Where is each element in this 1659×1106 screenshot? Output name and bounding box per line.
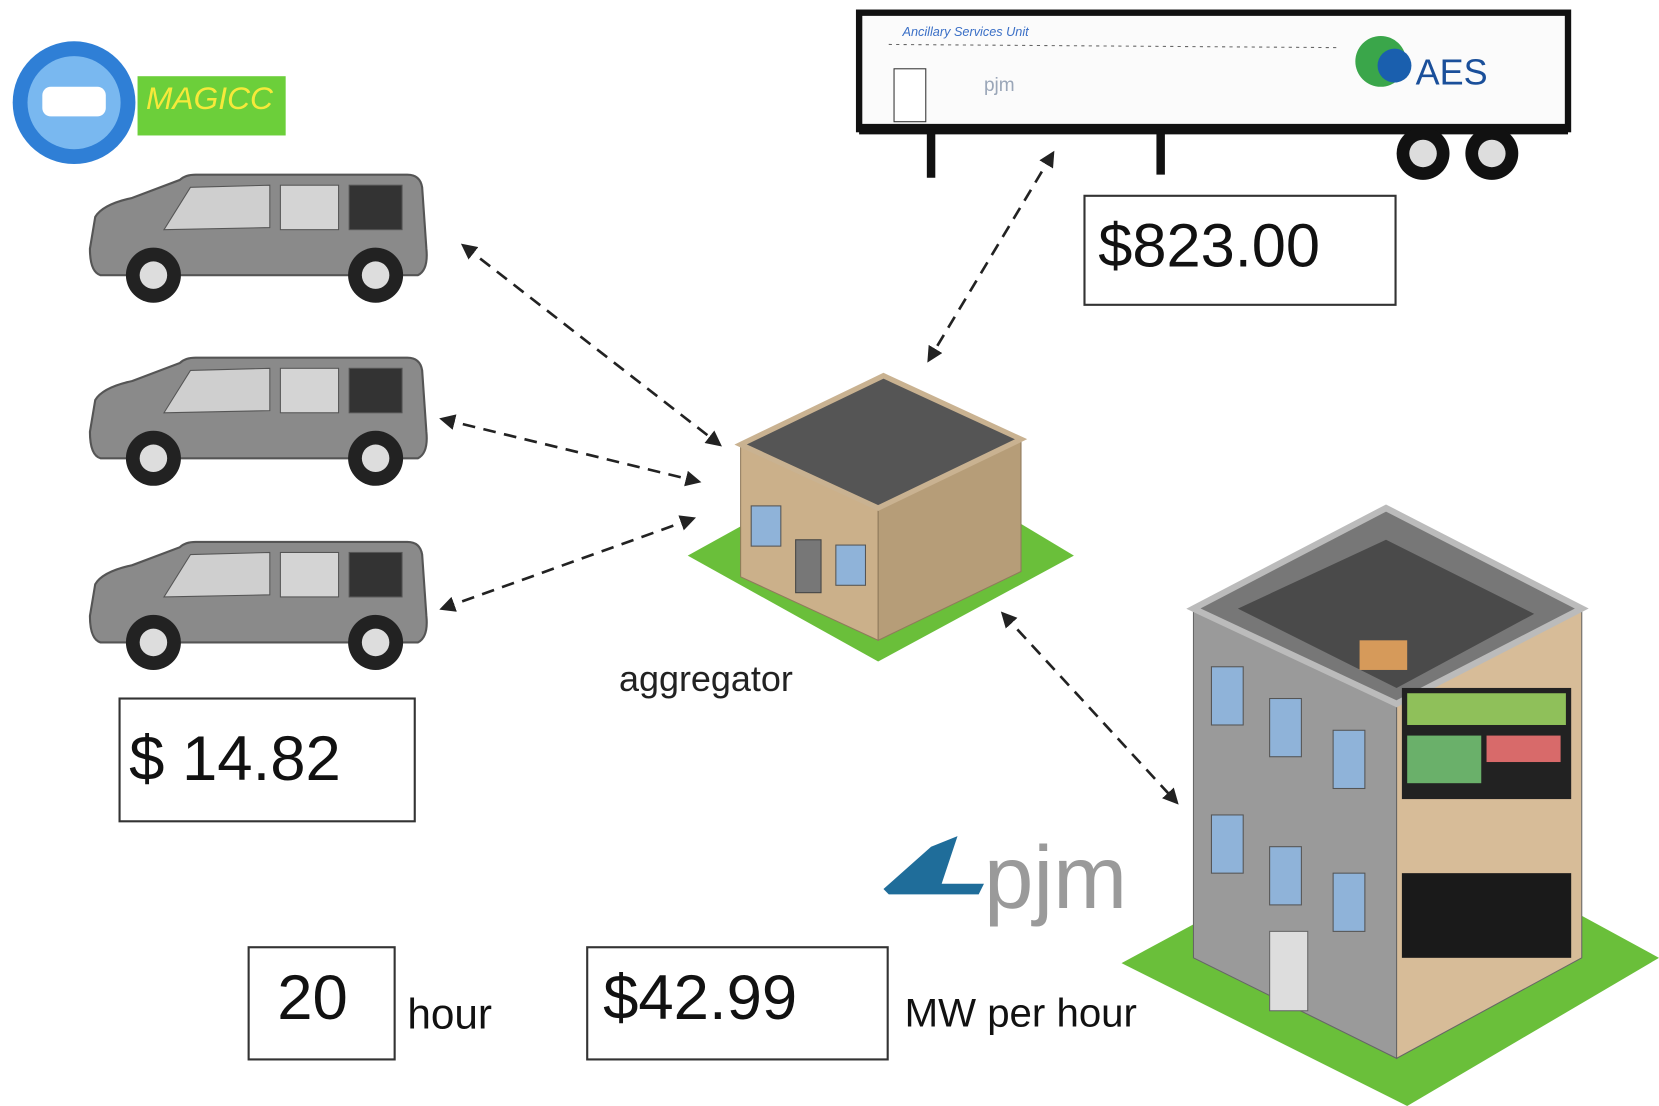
car (90, 358, 427, 486)
diagram: MAGICC Ancillary Services Unit pjm AES a… (0, 0, 1659, 1106)
trailer: Ancillary Services Unit pjm AES (859, 13, 1568, 180)
grid-operator-building (1122, 508, 1659, 1106)
aggregator-label: aggregator (619, 658, 793, 699)
page: MAGICC Ancillary Services Unit pjm AES a… (0, 0, 1659, 1106)
arrow (1003, 614, 1177, 802)
arrow (442, 419, 698, 481)
vehicle-payment: $ 14.82 (129, 724, 341, 794)
arrow (442, 519, 693, 609)
pjm-logo: pjm (883, 828, 1127, 927)
arrow (463, 246, 719, 445)
rate-value: $42.99 (603, 963, 797, 1033)
pjm-text: pjm (984, 828, 1127, 927)
market-price: $823.00 (1098, 212, 1320, 281)
arrow (929, 153, 1053, 359)
duration-value: 20 (277, 963, 348, 1033)
car (90, 175, 427, 303)
rate-unit: MW per hour (905, 991, 1137, 1036)
duration-unit: hour (407, 991, 492, 1038)
logo-text: MAGICC (146, 80, 274, 116)
trailer-sponsor: pjm (984, 75, 1015, 96)
aes-logo: AES (1416, 52, 1488, 93)
trailer-title: Ancillary Services Unit (902, 25, 1030, 39)
car (90, 542, 427, 670)
magicc-logo: MAGICC (13, 41, 286, 164)
aggregator-building (688, 376, 1074, 662)
